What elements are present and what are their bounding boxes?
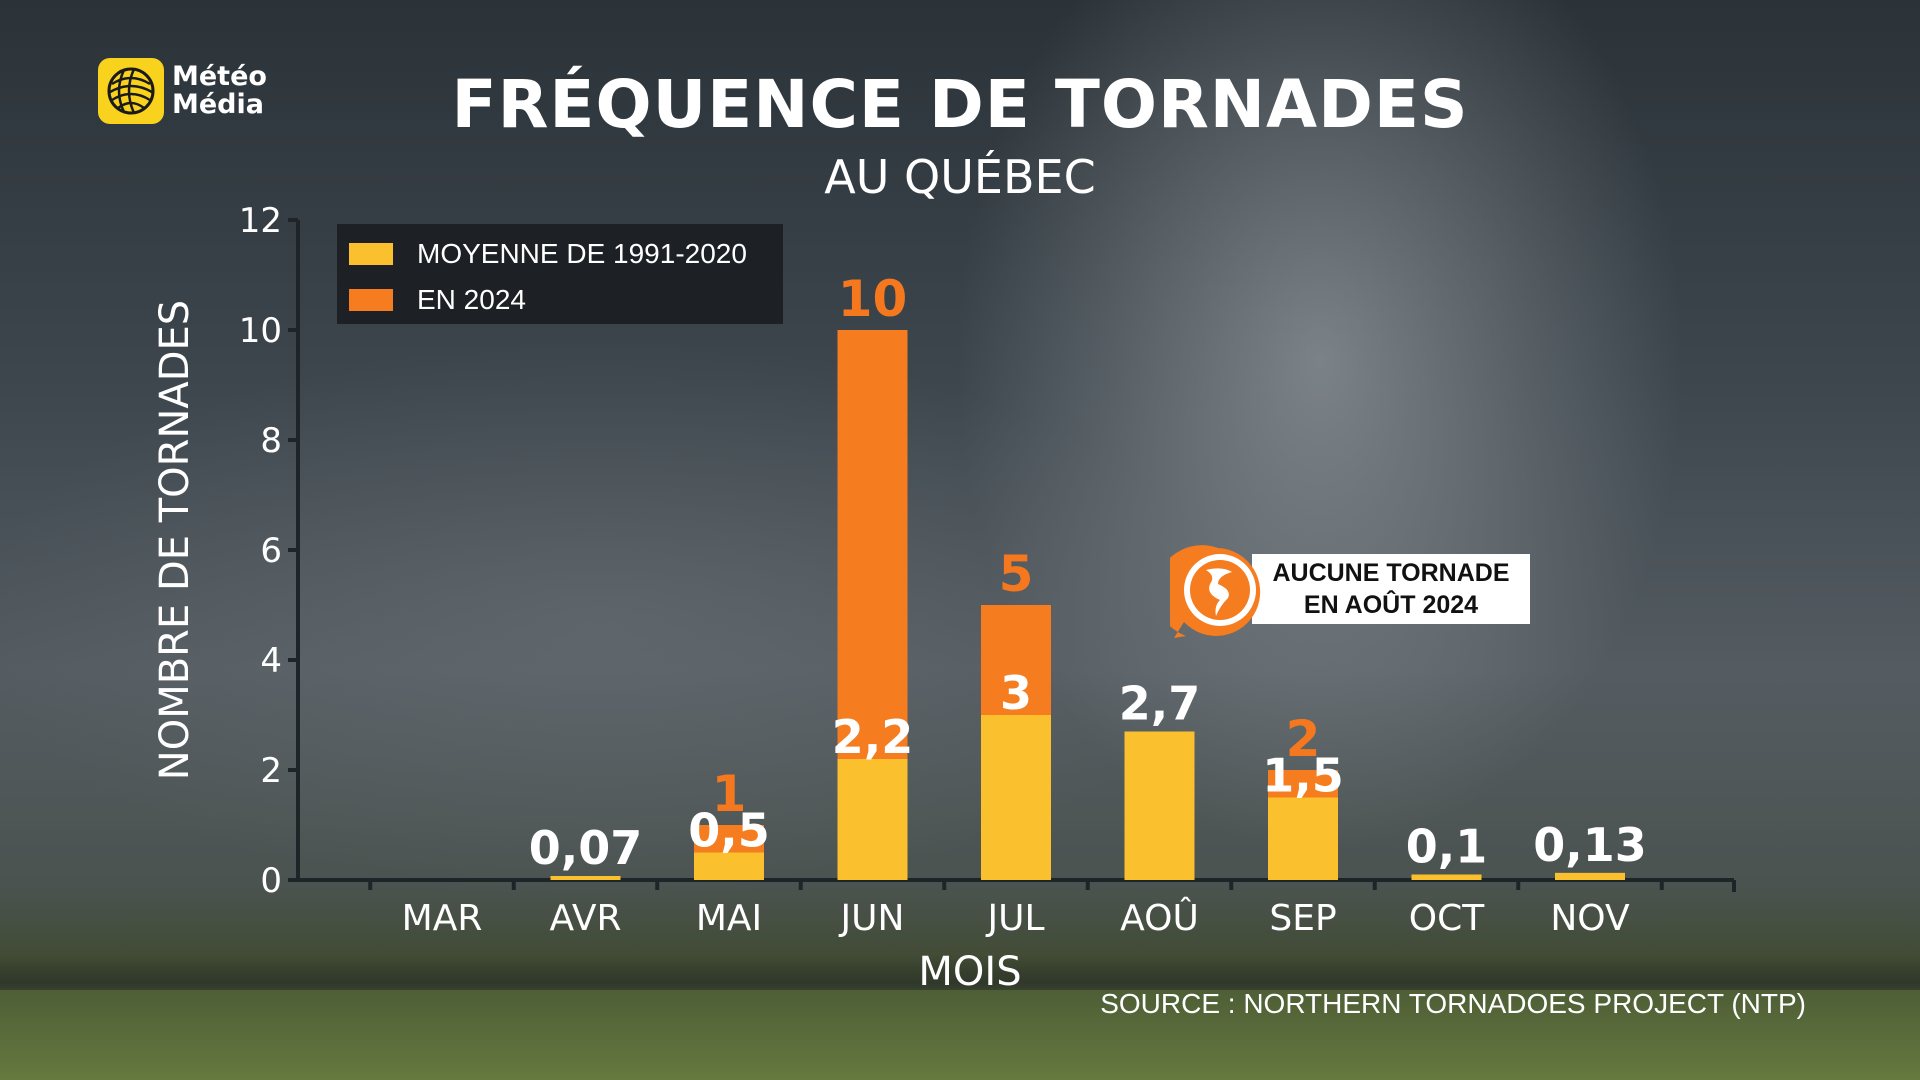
x-axis-title: MOIS [918,949,1021,995]
data-label-average: 1,5 [1262,749,1344,803]
bar-average [981,715,1051,880]
bar-average [1555,872,1625,880]
background-field [0,990,1920,1080]
bar-average [1268,797,1338,880]
data-label-2024: 2 [1286,710,1321,768]
logo-wordmark: Météo Média [172,63,267,119]
data-label-average: 0,5 [688,804,770,858]
chart-legend: MOYENNE DE 1991-2020 EN 2024 [337,224,783,324]
y-tick-label: 4 [260,641,282,681]
callout-line-1: AUCUNE TORNADE [1272,559,1510,587]
meteomedia-logo: Météo Média [98,58,267,124]
x-tick-label: OCT [1409,898,1485,939]
data-label-average: 0,13 [1533,818,1647,872]
bar-average [694,852,764,880]
legend-item-average: MOYENNE DE 1991-2020 [349,238,747,270]
x-tick-label: JUN [839,898,905,939]
x-tick-label: AVR [550,898,622,939]
no-tornado-callout: AUCUNE TORNADE EN AOÛT 2024 [1170,544,1530,638]
globe-icon [98,58,164,124]
y-tick-label: 6 [260,531,282,571]
data-label-2024: 5 [999,545,1034,603]
legend-item-2024: EN 2024 [349,284,526,316]
data-label-average: 2,7 [1119,677,1201,731]
data-label-2024: 10 [838,270,908,328]
source-note: SOURCE : NORTHERN TORNADOES PROJECT (NTP… [1100,988,1806,1019]
x-tick-label: NOV [1550,898,1630,939]
tornado-icon [1170,545,1261,638]
chart-value-labels: MAR AVR 0,07 MAI 0,51 JUN 2,2 10 JUL 3 5 AOÛ 2,7 SEP 1… [402,270,1647,939]
logo-line-2: Média [172,89,264,120]
data-label-average: 0,1 [1406,820,1488,874]
callout-text-box: AUCUNE TORNADE EN AOÛT 2024 [1252,554,1530,624]
data-label-average: 0,07 [529,821,643,875]
x-tick-label: MAI [696,898,762,939]
chart-subtitle: AU QUÉBEC [824,150,1096,204]
x-tick-label: MAR [402,898,483,939]
legend-swatch-2024 [349,289,393,311]
x-tick-label: SEP [1269,898,1336,939]
y-tick-label: 0 [260,861,282,901]
y-tick-label: 8 [260,421,282,461]
chart-title: FRÉQUENCE DE TORNADES [451,66,1469,143]
logo-line-1: Météo [172,61,267,92]
legend-label-average: MOYENNE DE 1991-2020 [417,238,747,269]
data-label-2024: 1 [712,765,747,823]
chart-bars [550,330,1625,880]
background-treeline [0,955,1920,995]
y-tick-label: 2 [260,751,282,791]
y-tick-label: 12 [239,201,282,241]
data-label-average: 2,2 [832,710,914,764]
bar-average [837,759,908,880]
bar-average [1411,874,1482,880]
data-label-average: 3 [1000,666,1032,720]
x-tick-label: AOÛ [1120,897,1199,939]
bar-average [1124,731,1195,880]
bar-average [550,876,621,880]
callout-line-2: EN AOÛT 2024 [1303,591,1479,619]
legend-swatch-average [349,243,393,265]
x-tick-label: JUL [985,898,1044,939]
y-axis-title: NOMBRE DE TORNADES [152,300,198,780]
y-tick-label: 10 [239,311,282,351]
legend-label-2024: EN 2024 [417,284,526,315]
